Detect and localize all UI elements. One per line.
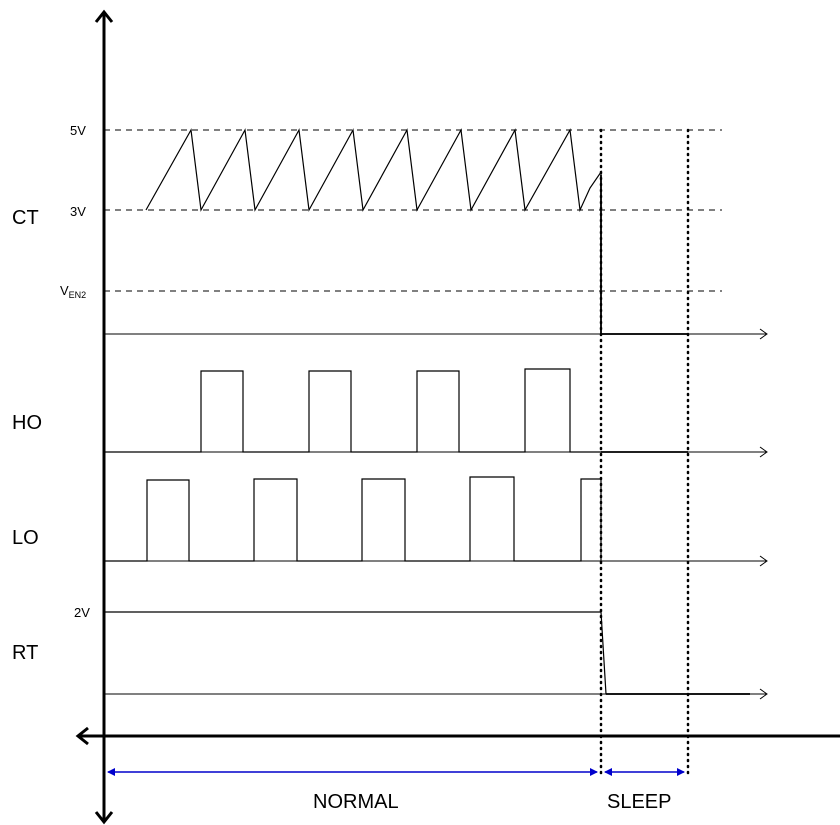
rt-signal-label: RT (12, 642, 38, 664)
ct-sawtooth-waveform (145, 128, 688, 335)
signal-baselines (104, 328, 768, 700)
ven2-label-main: V (60, 283, 69, 298)
normal-phase-label: NORMAL (313, 791, 399, 813)
ho-baseline-arrow (759, 446, 768, 458)
ct-3v-label: 3V (70, 204, 86, 219)
ct-baseline-arrow (759, 328, 768, 340)
rt-2v-label: 2V (74, 605, 90, 620)
ct-signal-label: CT (12, 207, 39, 229)
rt-baseline-arrow (759, 688, 768, 700)
vertical-axis-bottom-arrow (94, 811, 114, 825)
main-axes (75, 9, 840, 825)
ho-pulse-waveform (104, 368, 601, 453)
rt-waveform (104, 611, 750, 695)
ct-sleep-level (600, 175, 688, 335)
lo-signal-label: LO (12, 527, 39, 549)
ven2-label-sub: EN2 (69, 290, 87, 300)
phase-boundaries (599, 128, 690, 778)
horizontal-axis-left-arrow (75, 726, 89, 746)
level-lines (104, 129, 722, 292)
ven2-label: VEN2 (60, 283, 86, 300)
lo-pulse-waveform (104, 476, 602, 562)
ho-signal-label: HO (12, 412, 42, 434)
vertical-axis-top-arrow (94, 9, 114, 23)
sleep-phase-label: SLEEP (607, 791, 671, 813)
ct-5v-label: 5V (70, 123, 86, 138)
lo-baseline-arrow (759, 555, 768, 567)
